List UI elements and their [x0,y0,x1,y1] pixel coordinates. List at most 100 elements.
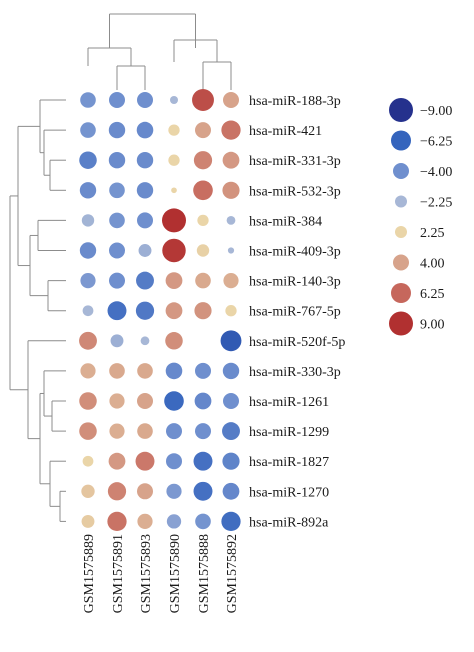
dot-hsa-miR-188-3p-GSM1575889 [80,92,96,108]
dot-hsa-miR-1261-GSM1575890 [164,391,184,411]
dot-hsa-miR-767-5p-GSM1575892 [225,305,237,317]
row-label: hsa-miR-331-3p [249,154,341,169]
row-label: hsa-miR-188-3p [249,94,341,109]
dot-hsa-miR-1299-GSM1575892 [222,422,240,441]
dot-hsa-miR-767-5p-GSM1575893 [135,301,155,320]
dot-hsa-miR-421-GSM1575889 [80,122,96,138]
dot-hsa-miR-331-3p-GSM1575892 [222,151,240,169]
dot-hsa-miR-1261-GSM1575892 [223,393,239,409]
legend-swatch [393,163,409,179]
dot-hsa-miR-409-3p-GSM1575892 [227,247,235,254]
dot-hsa-miR-892a-GSM1575888 [195,513,211,530]
row-label: hsa-miR-892a [249,515,329,530]
dot-hsa-miR-892a-GSM1575893 [137,513,153,529]
dot-hsa-miR-331-3p-GSM1575888 [193,151,213,170]
legend-label: 6.25 [420,287,445,302]
dot-hsa-miR-1299-GSM1575893 [137,423,153,439]
legend-label: 2.25 [420,226,445,241]
dot-hsa-miR-532-3p-GSM1575890 [171,187,177,194]
legend-label: 9.00 [420,318,445,333]
dot-hsa-miR-1261-GSM1575893 [137,393,153,409]
row-label: hsa-miR-1827 [249,455,329,470]
dot-hsa-miR-140-3p-GSM1575891 [109,272,125,289]
row-labels: hsa-miR-188-3p hsa-miR-421 hsa-miR-331-3p h… [249,94,345,530]
dot-hsa-miR-330-3p-GSM1575889 [80,363,96,379]
row-label: hsa-miR-1261 [249,395,329,410]
dot-hsa-miR-384-GSM1575889 [81,214,95,227]
dot-grid [79,89,242,532]
dot-hsa-miR-1261-GSM1575891 [109,393,125,409]
column-label: GSM1575888 [197,534,212,613]
dot-hsa-miR-520f-5p-GSM1575889 [79,331,97,350]
dot-hsa-miR-1270-GSM1575893 [137,483,153,500]
dot-hsa-miR-1299-GSM1575888 [195,423,211,440]
dot-hsa-miR-409-3p-GSM1575890 [162,238,186,263]
legend-swatch [389,98,413,122]
legend-label: −9.00 [420,104,452,119]
dot-hsa-miR-1827-GSM1575889 [82,455,94,467]
dot-hsa-miR-409-3p-GSM1575891 [109,242,125,259]
column-label: GSM1575889 [82,534,97,613]
dot-hsa-miR-1827-GSM1575891 [108,452,126,470]
row-label: hsa-miR-140-3p [249,275,341,290]
dot-hsa-miR-421-GSM1575888 [195,122,211,139]
dot-hsa-miR-409-3p-GSM1575893 [138,244,152,257]
dot-hsa-miR-384-GSM1575891 [109,212,125,229]
dot-hsa-miR-767-5p-GSM1575888 [194,302,212,320]
dot-hsa-miR-532-3p-GSM1575893 [136,182,154,199]
dot-hsa-miR-330-3p-GSM1575893 [137,363,153,379]
dot-hsa-miR-1827-GSM1575888 [193,451,213,471]
dot-hsa-miR-140-3p-GSM1575892 [223,273,239,289]
dot-hsa-miR-1299-GSM1575889 [79,422,97,440]
dot-hsa-miR-1270-GSM1575890 [166,483,182,499]
dot-hsa-miR-140-3p-GSM1575889 [80,273,96,289]
dot-hsa-miR-421-GSM1575893 [136,121,154,139]
row-label: hsa-miR-520f-5p [249,335,345,350]
column-label: GSM1575893 [139,534,154,613]
dot-hsa-miR-188-3p-GSM1575891 [109,92,125,108]
dot-hsa-miR-421-GSM1575891 [108,121,126,139]
dot-hsa-miR-421-GSM1575890 [168,124,180,136]
dot-hsa-miR-532-3p-GSM1575892 [222,181,240,199]
row-label: hsa-miR-421 [249,124,322,139]
row-label: hsa-miR-767-5p [249,305,341,320]
dot-hsa-miR-331-3p-GSM1575890 [168,154,180,166]
legend-swatch [391,283,411,303]
dot-hsa-miR-767-5p-GSM1575889 [82,305,94,317]
row-label: hsa-miR-1299 [249,425,329,440]
row-dendrogram [9,99,66,522]
dot-hsa-miR-409-3p-GSM1575889 [79,242,97,259]
dot-hsa-miR-1827-GSM1575893 [135,451,155,471]
row-label: hsa-miR-532-3p [249,184,341,199]
dot-hsa-miR-520f-5p-GSM1575890 [165,332,183,350]
dot-hsa-miR-892a-GSM1575892 [221,511,241,532]
legend-swatch [395,195,407,208]
legend-swatch [393,254,409,271]
legend-swatch [395,226,407,238]
column-labels: GSM1575889 GSM1575891 GSM1575893 GSM1575890… [82,534,240,613]
dot-hsa-miR-767-5p-GSM1575890 [165,302,183,320]
dot-hsa-miR-520f-5p-GSM1575891 [110,334,124,348]
dot-hsa-miR-140-3p-GSM1575888 [195,272,211,289]
dot-hsa-miR-140-3p-GSM1575893 [136,271,154,290]
dot-hsa-miR-532-3p-GSM1575889 [79,182,97,199]
dot-hsa-miR-1270-GSM1575888 [193,481,213,501]
legend-swatch [389,311,413,336]
dot-hsa-miR-330-3p-GSM1575890 [165,362,183,380]
dot-hsa-miR-330-3p-GSM1575888 [195,362,211,379]
column-label: GSM1575892 [225,534,240,613]
dot-hsa-miR-1299-GSM1575891 [109,423,125,439]
dot-hsa-miR-767-5p-GSM1575891 [107,301,127,321]
row-label: hsa-miR-330-3p [249,365,341,380]
dot-hsa-miR-1827-GSM1575890 [166,453,182,470]
dot-hsa-miR-1270-GSM1575889 [81,484,95,498]
dot-hsa-miR-409-3p-GSM1575888 [196,244,210,257]
dot-hsa-miR-331-3p-GSM1575889 [79,151,97,169]
column-dendrogram [87,13,232,90]
dot-hsa-miR-140-3p-GSM1575890 [165,272,183,289]
dot-hsa-miR-1270-GSM1575892 [222,482,240,500]
dot-hsa-miR-1827-GSM1575892 [222,452,240,470]
legend-label: −4.00 [420,165,452,180]
dot-hsa-miR-520f-5p-GSM1575893 [140,336,150,346]
